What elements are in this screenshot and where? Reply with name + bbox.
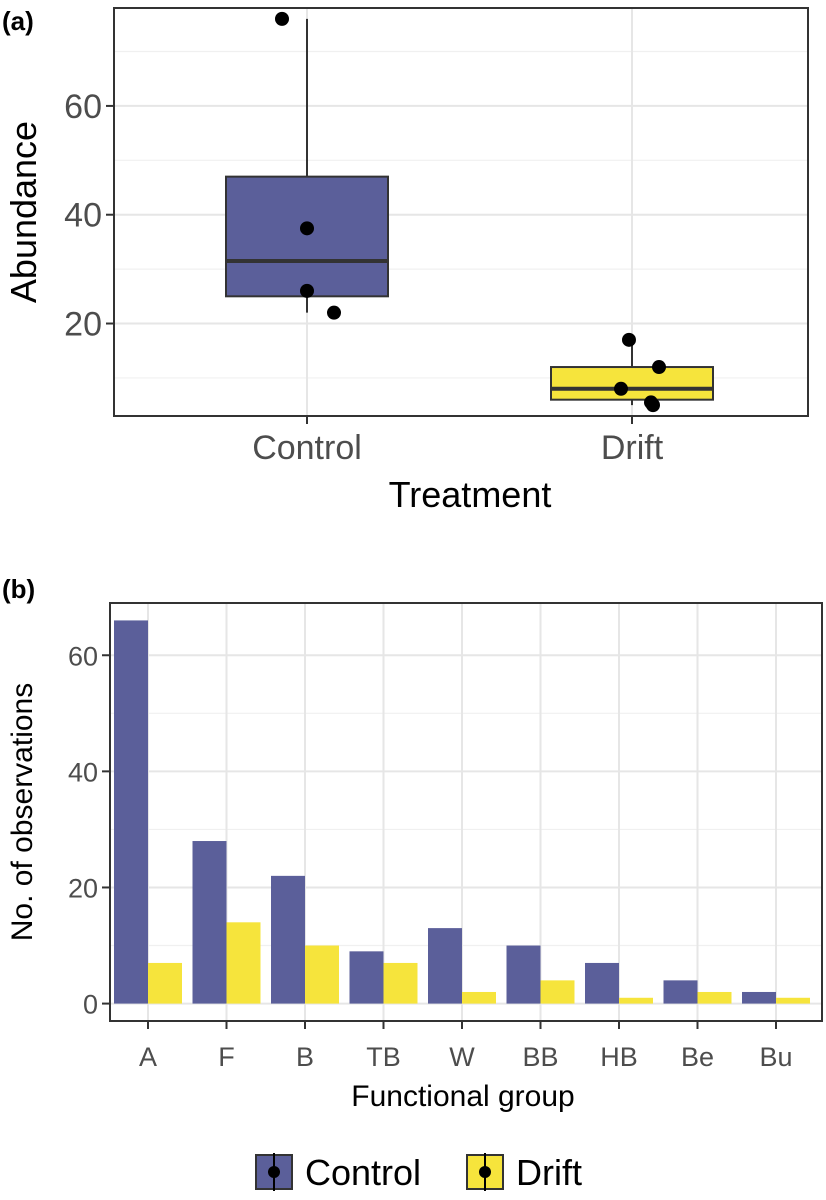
panel-a-x-axis: Control Drift [252, 416, 664, 467]
legend-drift-dot [479, 1166, 491, 1178]
x-tick-label: F [218, 1042, 235, 1072]
x-tick-label: Drift [601, 429, 664, 467]
bar [305, 945, 339, 1004]
y-tick-label: 20 [64, 306, 102, 344]
bar [428, 928, 462, 1004]
x-tick-label: Be [681, 1042, 714, 1072]
box-iqr [225, 175, 389, 298]
panel-a-label: (a) [2, 6, 34, 36]
data-point [327, 305, 341, 320]
panel-a-y-axis: 20 40 60 [64, 88, 114, 344]
x-tick-label: A [139, 1042, 157, 1072]
bar [271, 875, 305, 1004]
y-tick-label: 40 [64, 197, 102, 235]
panel-a-border [113, 7, 809, 417]
bar [349, 951, 384, 1004]
bar [114, 620, 148, 1004]
data-point [614, 381, 628, 396]
bar [697, 991, 732, 1004]
y-tick-label: 60 [68, 641, 98, 671]
panel-a-y-axis-title: Abundance [3, 121, 44, 303]
box-control [225, 11, 389, 320]
panel-b-y-axis-title: No. of observations [6, 683, 39, 941]
x-tick-label: BB [522, 1042, 558, 1072]
x-tick-label: HB [600, 1042, 638, 1072]
x-tick-label: B [296, 1042, 314, 1072]
y-tick-label: 60 [64, 88, 102, 126]
panel-a-grid [114, 8, 808, 416]
data-point [300, 221, 314, 236]
legend-control-dot [268, 1166, 280, 1178]
bar [226, 922, 261, 1004]
panel-a-plot [225, 11, 714, 413]
y-tick-label: 40 [68, 757, 98, 787]
bar [776, 997, 810, 1004]
bar [383, 962, 418, 1004]
panel-b-x-axis: A F B TB W BB HB Be Bu [139, 1021, 793, 1072]
box-drift [550, 332, 714, 413]
x-tick-label: Control [252, 429, 362, 467]
legend-drift-label: Drift [516, 1152, 582, 1193]
legend-control-key [255, 1153, 293, 1191]
data-point [275, 11, 289, 26]
x-tick-label: TB [366, 1042, 401, 1072]
panel-a-x-axis-title: Treatment [389, 474, 552, 515]
legend-control-label: Control [305, 1152, 421, 1193]
bar [540, 980, 575, 1004]
bar [462, 991, 496, 1004]
bar [506, 945, 541, 1004]
bar [619, 997, 653, 1004]
data-point [646, 398, 660, 413]
x-tick-label: Bu [759, 1042, 792, 1072]
y-tick-label: 0 [83, 990, 98, 1020]
panel-b-label: (b) [2, 574, 35, 604]
panel-b-x-axis-title: Functional group [351, 1080, 574, 1113]
panel-a: (a) 20 40 60 Control Drift Treatment Abunda… [2, 6, 809, 515]
y-tick-label: 20 [68, 873, 98, 903]
bar-series-drift [148, 922, 810, 1004]
legend-drift-key [466, 1153, 504, 1191]
box-iqr [550, 366, 714, 401]
bar [585, 962, 619, 1004]
legend: Control Drift [255, 1152, 582, 1193]
panel-b-plot [114, 620, 810, 1004]
bar [742, 991, 776, 1004]
bar-series-control [114, 620, 776, 1004]
panel-b-y-axis: 0 20 40 60 [68, 641, 110, 1020]
panel-b: (b) 0 20 40 60 A F B TB W BB HB Be Bu Functional gr… [2, 574, 823, 1113]
bar [192, 841, 227, 1004]
panel-b-border [109, 602, 823, 1022]
data-point [300, 283, 314, 298]
data-point [622, 332, 636, 347]
bar [148, 962, 182, 1004]
x-tick-label: W [449, 1042, 475, 1072]
data-point [652, 360, 666, 375]
bar [663, 980, 698, 1004]
